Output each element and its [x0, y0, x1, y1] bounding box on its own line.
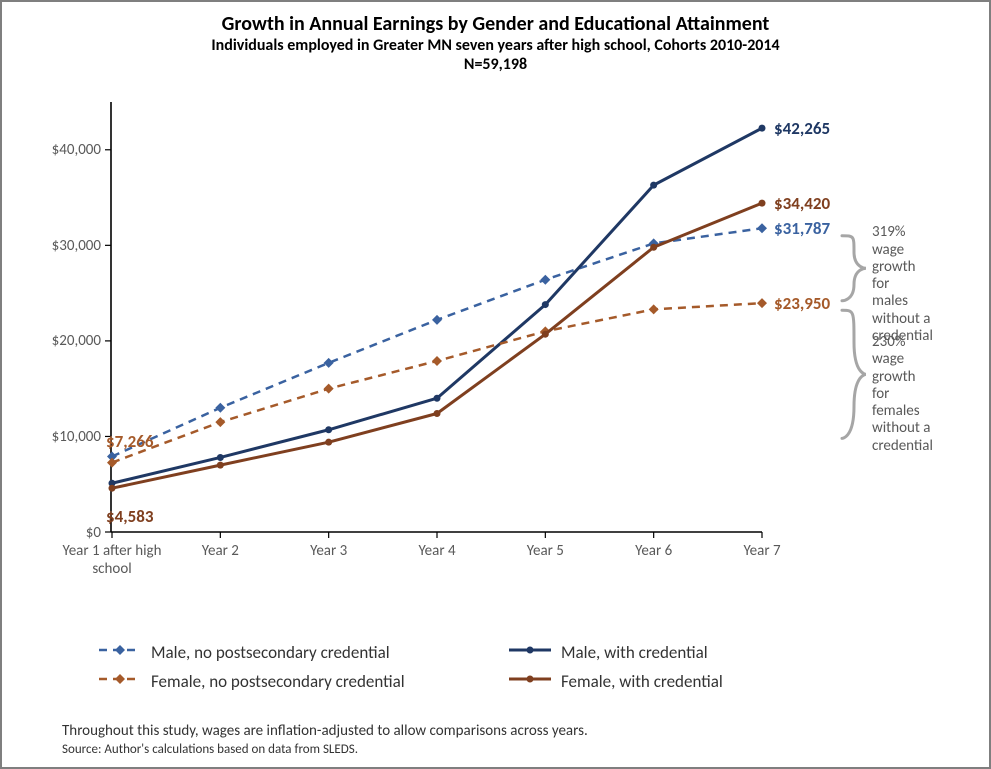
y-tick-label: $20,000 [52, 332, 101, 350]
legend-item: Male, no postsecondary credential [97, 642, 477, 663]
legend-item: Female, no postsecondary credential [97, 671, 477, 692]
legend-label: Female, no postsecondary credential [151, 671, 405, 692]
legend: Male, no postsecondary credential Male, w… [82, 642, 902, 692]
annotation-female_growth: 230% wagegrowth forfemaleswithout acrede… [872, 334, 933, 455]
x-tick-label: Year 3 [279, 542, 379, 560]
legend-item: Male, with credential [507, 642, 887, 663]
legend-swatch-icon [97, 642, 143, 663]
legend-swatch-icon [507, 642, 553, 663]
x-tick-label: Year 7 [712, 542, 812, 560]
y-tick-label: $10,000 [52, 428, 101, 446]
x-tick-label: Year 1 after high school [62, 542, 162, 578]
x-tick-label: Year 5 [495, 542, 595, 560]
x-tick-label: Year 2 [170, 542, 270, 560]
end-label: $34,420 [774, 193, 830, 214]
title-main: Growth in Annual Earnings by Gender and … [2, 12, 989, 36]
end-label: $42,265 [774, 118, 830, 139]
x-tick-label: Year 4 [387, 542, 487, 560]
footnote: Throughout this study, wages are inflati… [62, 722, 588, 740]
y-tick-label: $40,000 [52, 141, 101, 159]
plot-area: $0$10,000$20,000$30,000$40,000Year 1 aft… [82, 102, 802, 562]
legend-item: Female, with credential [507, 671, 887, 692]
titles-block: Growth in Annual Earnings by Gender and … [2, 12, 989, 74]
title-sub2: N=59,198 [2, 55, 989, 74]
y-tick-label: $30,000 [52, 237, 101, 255]
end-label: $31,787 [774, 218, 830, 239]
start-label: $4,583 [106, 506, 153, 527]
end-label: $23,950 [774, 293, 830, 314]
y-tick-label: $0 [86, 524, 101, 542]
start-label: $7,266 [106, 431, 153, 452]
chart-frame: Growth in Annual Earnings by Gender and … [0, 0, 991, 769]
legend-label: Female, with credential [561, 671, 723, 692]
legend-swatch-icon [97, 671, 143, 692]
annotation-male_growth: 319% wagegrowth formaleswithout acredent… [872, 224, 933, 345]
legend-label: Male, no postsecondary credential [151, 642, 390, 663]
legend-label: Male, with credential [561, 642, 708, 663]
title-sub1: Individuals employed in Greater MN seven… [2, 36, 989, 55]
source: Source: Author's calculations based on d… [62, 742, 358, 757]
legend-swatch-icon [507, 671, 553, 692]
x-tick-label: Year 6 [604, 542, 704, 560]
